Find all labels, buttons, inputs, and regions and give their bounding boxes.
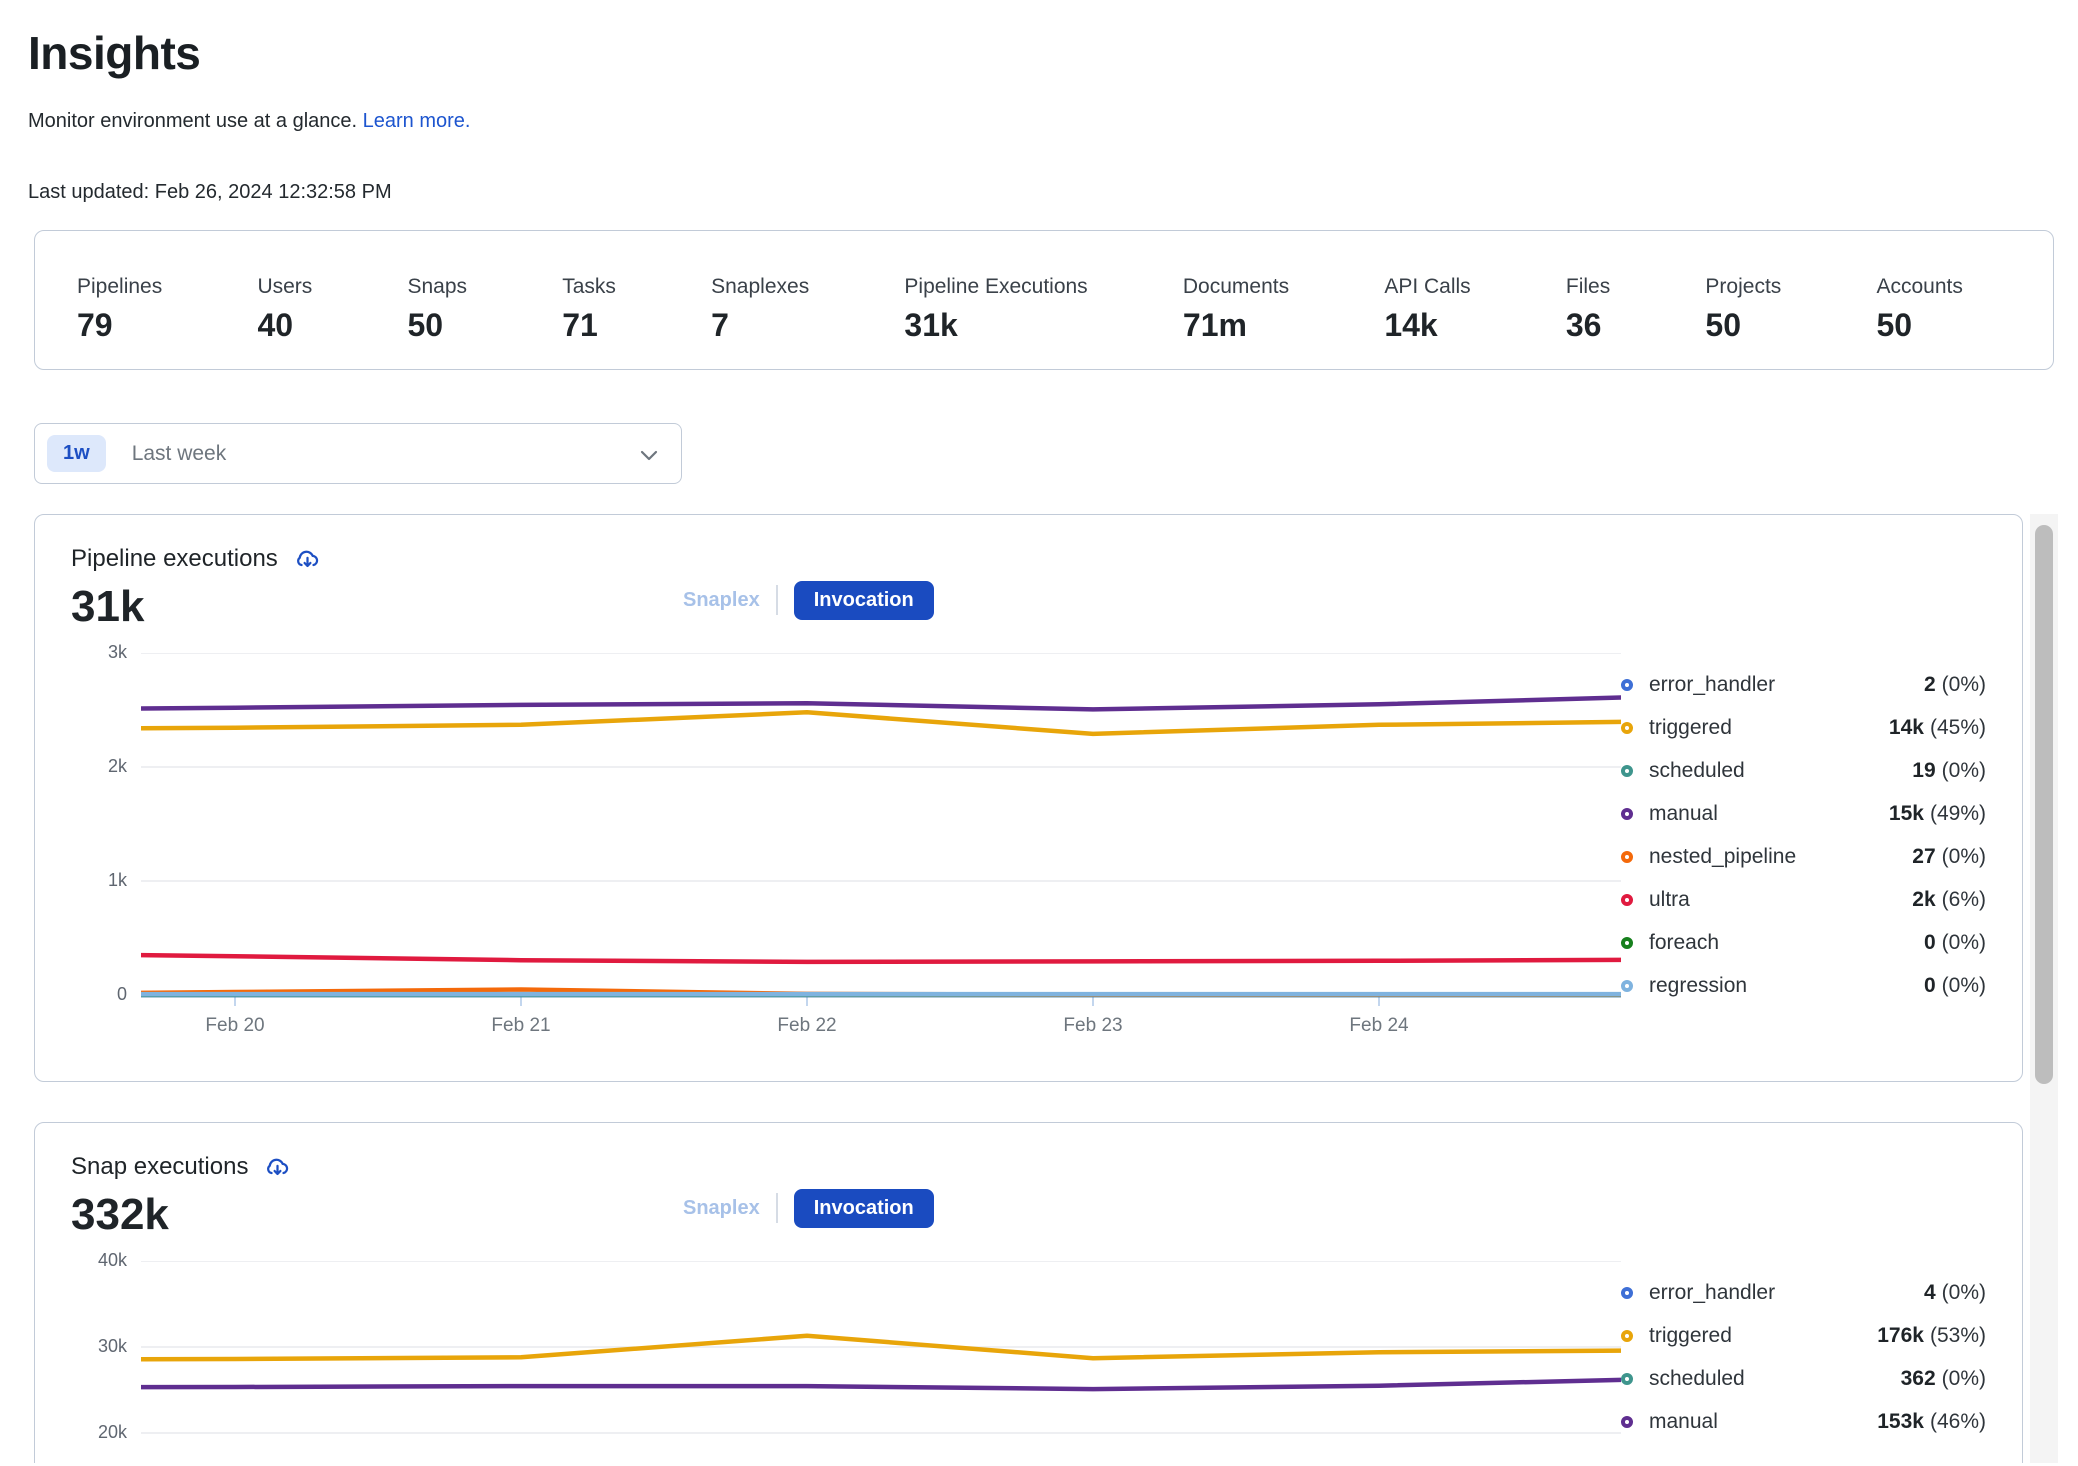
stat-documents: Documents 71m <box>1182 275 1290 343</box>
legend-item: triggered 176k (53%) <box>1621 1314 1986 1357</box>
tab-snaplex[interactable]: Snaplex <box>683 588 760 611</box>
legend-item: triggered 14k (45%) <box>1621 706 1986 749</box>
legend-ring-icon <box>1621 893 1633 906</box>
legend-ring-icon <box>1621 936 1633 949</box>
y-axis-label: 2k <box>107 756 127 776</box>
stat-tasks: Tasks 71 <box>562 275 616 343</box>
last-updated-text: Last updated: Feb 26, 2024 12:32:58 PM <box>28 181 392 203</box>
time-range-value: Last week <box>131 441 227 465</box>
legend-ring-icon <box>1621 1372 1633 1385</box>
stat-projects: Projects 50 <box>1705 275 1782 343</box>
x-axis-label: Feb 23 <box>1063 1015 1123 1036</box>
card-header: Pipeline executions <box>71 545 1986 573</box>
y-axis-label: 30k <box>97 1336 127 1356</box>
y-axis-label: 0 <box>116 984 127 1004</box>
vertical-scrollbar[interactable] <box>2030 514 2058 1463</box>
chart-mode-tabs: Snaplex Invocation <box>683 580 934 620</box>
chart-canvas <box>141 1261 1621 1434</box>
tab-divider <box>775 585 778 615</box>
line-chart: 40k 30k 20k <box>98 1250 1621 1463</box>
legend-ring-icon <box>1621 764 1633 777</box>
chart-legend: error_handler 2 (0%) triggered 14k (45%)… <box>1621 663 1986 1007</box>
x-axis-label: Feb 24 <box>1349 1015 1409 1036</box>
chart-row: 3k 2k 1k 0 Feb 20 Feb 21 Feb 22 Feb 23 Feb 24 er… <box>71 642 1986 1036</box>
charts-scroll-area: Pipeline executions 31k Snaplex Invocati… <box>28 514 2078 1463</box>
legend-item: manual 15k (49%) <box>1621 792 1986 835</box>
x-axis-label: Feb 20 <box>205 1015 265 1036</box>
legend-ring-icon <box>1621 1286 1633 1299</box>
line-chart: 3k 2k 1k 0 Feb 20 Feb 21 Feb 22 Feb 23 Feb 24 <box>108 642 1621 1036</box>
legend-item: regression 0 (0%) <box>1621 964 1986 1007</box>
chart-canvas <box>141 653 1621 1006</box>
stats-bar: Pipelines 79 Users 40 Snaps 50 Tasks 71 … <box>34 230 2054 370</box>
tab-invocation[interactable]: Invocation <box>793 1188 934 1228</box>
stat-pipelines: Pipelines 79 <box>77 275 163 343</box>
y-axis-label: 40k <box>97 1250 127 1270</box>
card-header: Snap executions <box>71 1153 1986 1181</box>
legend-item: error_handler 2 (0%) <box>1621 663 1986 706</box>
page-subtitle: Monitor environment use at a glance. Lea… <box>28 110 2078 133</box>
subtitle-text: Monitor environment use at a glance. <box>28 110 358 132</box>
cloud-download-icon[interactable] <box>294 546 321 573</box>
stat-snaplexes: Snaplexes 7 <box>711 275 810 343</box>
tab-snaplex[interactable]: Snaplex <box>683 1196 760 1219</box>
scrollbar-thumb[interactable] <box>2035 525 2053 1084</box>
legend-ring-icon <box>1621 721 1633 734</box>
legend-item: nested_pipeline 27 (0%) <box>1621 835 1986 878</box>
x-axis-label: Feb 21 <box>491 1015 551 1036</box>
stat-accounts: Accounts 50 <box>1876 275 1963 343</box>
y-axis-label: 1k <box>107 870 127 890</box>
chart-row: 40k 30k 20k error_handler 4 (0%) triggered… <box>71 1250 1986 1463</box>
card-title: Pipeline executions <box>71 545 278 572</box>
tab-invocation[interactable]: Invocation <box>793 580 934 620</box>
legend-item: foreach 0 (0%) <box>1621 921 1986 964</box>
stat-users: Users 40 <box>257 275 313 343</box>
snap-executions-card: Snap executions 332k Snaplex Invocation … <box>34 1122 2023 1463</box>
legend-item: error_handler 4 (0%) <box>1621 1271 1986 1314</box>
legend-ring-icon <box>1621 807 1633 820</box>
card-title: Snap executions <box>71 1153 249 1180</box>
page-title: Insights <box>28 27 201 79</box>
legend-ring-icon <box>1621 979 1633 992</box>
insights-page: Insights Monitor environment use at a gl… <box>0 26 2078 1463</box>
card-total: 31k <box>71 582 145 631</box>
legend-item: ultra 2k (6%) <box>1621 878 1986 921</box>
legend-item: scheduled 362 (0%) <box>1621 1357 1986 1400</box>
stat-api-calls: API Calls 14k <box>1384 275 1471 343</box>
stat-files: Files 36 <box>1565 275 1611 343</box>
chart-legend: error_handler 4 (0%) triggered 176k (53%… <box>1621 1271 1986 1463</box>
legend-item: scheduled 19 (0%) <box>1621 749 1986 792</box>
time-range-badge: 1w <box>47 435 106 472</box>
card-total: 332k <box>71 1190 169 1239</box>
learn-more-link[interactable]: Learn more. <box>362 110 471 132</box>
stat-snaps: Snaps 50 <box>407 275 468 343</box>
tab-divider <box>775 1193 778 1223</box>
time-range-select[interactable]: 1w Last week <box>34 423 682 484</box>
legend-ring-icon <box>1621 850 1633 863</box>
y-axis-label: 3k <box>107 642 127 662</box>
legend-ring-icon <box>1621 1329 1633 1342</box>
pipeline-executions-card: Pipeline executions 31k Snaplex Invocati… <box>34 514 2023 1082</box>
x-axis-label: Feb 22 <box>777 1015 837 1036</box>
chart-mode-tabs: Snaplex Invocation <box>683 1188 934 1228</box>
cloud-download-icon[interactable] <box>264 1154 291 1181</box>
stat-pipeline-executions: Pipeline Executions 31k <box>904 275 1088 343</box>
legend-ring-icon <box>1621 678 1633 691</box>
legend-ring-icon <box>1621 1415 1633 1428</box>
y-axis-label: 20k <box>97 1422 127 1442</box>
legend-item: manual 153k (46%) <box>1621 1400 1986 1443</box>
chevron-down-icon <box>637 443 661 467</box>
